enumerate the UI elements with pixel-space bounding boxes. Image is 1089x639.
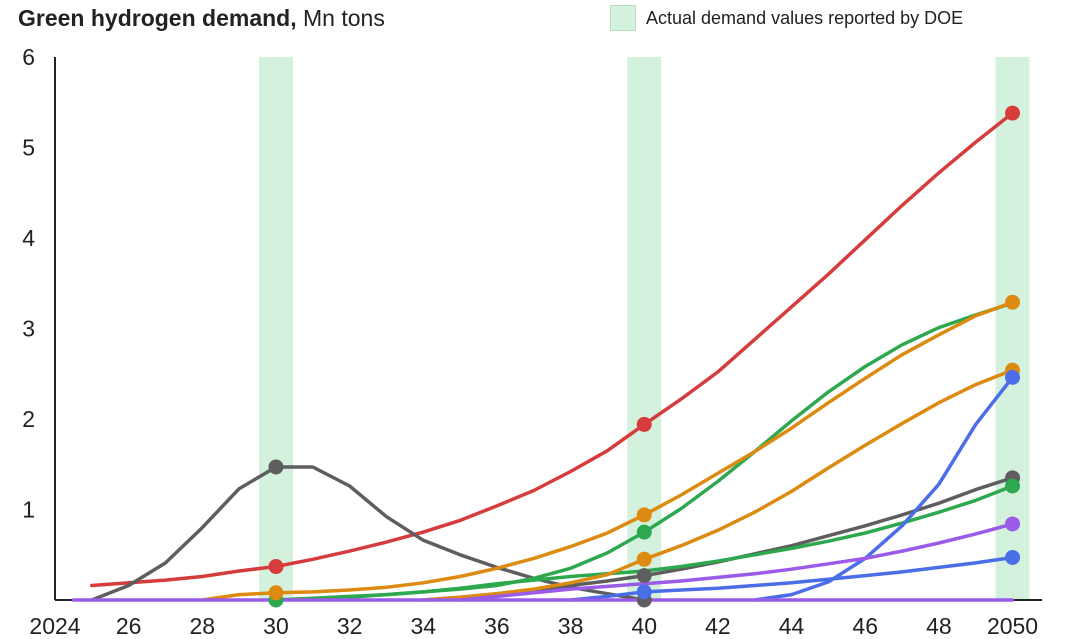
series-marker-5-2050 — [1005, 294, 1021, 310]
title-separator: , — [290, 5, 297, 31]
series-line-9 — [458, 522, 1015, 602]
y-tick-label-6: 6 — [22, 44, 35, 70]
x-tick-labels: 2024 26 28 30 32 34 36 38 40 42 44 46 48 2050 — [29, 613, 1038, 639]
series-marker-0-2040 — [636, 416, 652, 432]
legend-swatch — [610, 5, 636, 31]
series-marker-8-2040 — [636, 584, 652, 600]
x-tick-label-2050: 2050 — [987, 613, 1038, 639]
x-tick-label-36: 36 — [484, 613, 510, 639]
x-tick-label-42: 42 — [705, 613, 731, 639]
x-tick-label-26: 26 — [116, 613, 142, 639]
x-tick-label-2024: 2024 — [29, 613, 80, 639]
series-marker-8-2050 — [1005, 549, 1021, 565]
chart-title: Green hydrogen demand, Mn tons — [18, 5, 385, 32]
x-tick-label-32: 32 — [337, 613, 363, 639]
y-tick-labels: 1 2 3 4 5 6 — [22, 44, 35, 523]
series-line-1 — [90, 465, 647, 602]
series-marker-5-2030 — [268, 585, 284, 601]
series-markers — [268, 105, 1021, 608]
series-line-0 — [90, 111, 1015, 588]
y-tick-label-5: 5 — [22, 135, 35, 161]
series-line-4 — [347, 484, 1015, 600]
legend-label: Actual demand values reported by DOE — [646, 7, 964, 28]
y-tick-label-2: 2 — [22, 406, 35, 432]
series-marker-5-2040 — [636, 507, 652, 523]
series-marker-3-2040 — [636, 524, 652, 540]
x-tick-label-30: 30 — [263, 613, 289, 639]
series-line-6 — [421, 368, 1015, 602]
x-tick-label-38: 38 — [558, 613, 584, 639]
highlight-band-2050 — [995, 57, 1030, 600]
x-tick-label-44: 44 — [779, 613, 805, 639]
x-tick-label-34: 34 — [410, 613, 436, 639]
series-line-7 — [752, 375, 1015, 602]
series-marker-4-2050 — [1005, 478, 1021, 494]
y-tick-label-1: 1 — [22, 497, 35, 523]
y-tick-label-3: 3 — [22, 316, 35, 342]
series-marker-0-2050 — [1005, 105, 1021, 121]
x-tick-label-28: 28 — [190, 613, 216, 639]
series-marker-7-2050 — [1005, 369, 1021, 385]
series-marker-9-2050 — [1005, 516, 1021, 532]
series-marker-0-2030 — [268, 559, 284, 575]
highlight-band-2030 — [258, 57, 293, 600]
x-tick-label-40: 40 — [631, 613, 657, 639]
title-unit: Mn tons — [303, 5, 385, 31]
legend: Actual demand values reported by DOE — [610, 5, 963, 31]
x-tick-label-48: 48 — [926, 613, 952, 639]
x-tick-label-46: 46 — [852, 613, 878, 639]
series-marker-1-2030 — [268, 459, 284, 475]
y-tick-label-4: 4 — [22, 225, 35, 251]
series-line-5 — [200, 300, 1015, 602]
series-lines — [71, 111, 1015, 602]
series-marker-2-2040 — [636, 568, 652, 584]
series-marker-6-2040 — [636, 551, 652, 567]
title-main: Green hydrogen demand — [18, 5, 291, 31]
